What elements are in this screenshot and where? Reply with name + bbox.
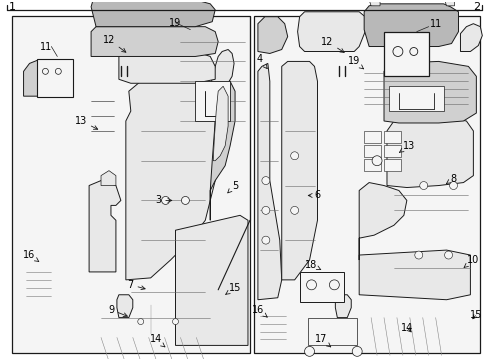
Text: 19: 19 [347,57,363,69]
Text: 1: 1 [9,2,16,12]
Bar [38,59,73,97]
Polygon shape [89,181,121,272]
Text: 2: 2 [472,2,479,12]
Text: 15: 15 [225,283,241,294]
Circle shape [371,156,381,166]
Text: 3: 3 [155,195,171,206]
Text: 13: 13 [75,116,98,129]
Text: 11: 11 [40,41,52,51]
Polygon shape [383,62,475,123]
Bar [195,81,230,121]
Polygon shape [364,4,458,46]
Bar [307,318,356,345]
Bar [299,272,344,302]
Circle shape [262,206,269,214]
Bar [364,145,380,157]
Bar [364,131,380,143]
Circle shape [304,346,314,356]
Circle shape [290,206,298,214]
Text: 16: 16 [23,250,39,261]
Text: 14: 14 [400,323,412,333]
Polygon shape [257,63,281,300]
Polygon shape [444,0,453,6]
Circle shape [414,251,422,259]
Circle shape [290,152,298,160]
Text: 18: 18 [305,260,320,270]
Text: 7: 7 [127,280,145,290]
Text: 19: 19 [169,18,181,28]
Circle shape [262,236,269,244]
Circle shape [172,319,178,325]
Text: 9: 9 [108,305,127,316]
Polygon shape [117,295,133,318]
Circle shape [262,177,269,185]
Polygon shape [101,171,116,185]
Polygon shape [460,24,481,51]
Bar [253,16,479,354]
Polygon shape [335,295,350,318]
Polygon shape [359,183,406,260]
Circle shape [161,197,169,204]
Bar [364,159,380,171]
Bar [383,145,400,157]
Polygon shape [125,81,215,280]
Bar [388,86,443,111]
Circle shape [392,46,402,57]
Text: 12: 12 [102,35,125,52]
Text: 8: 8 [446,174,456,184]
Bar [383,159,400,171]
Circle shape [351,346,362,356]
Polygon shape [175,215,247,345]
Text: 4: 4 [256,54,267,69]
Bar [383,131,400,143]
Polygon shape [281,62,317,280]
Circle shape [409,48,417,55]
Text: 12: 12 [321,37,344,53]
Polygon shape [386,116,472,188]
Circle shape [55,68,61,74]
Text: 14: 14 [149,334,164,347]
Polygon shape [23,59,53,96]
Polygon shape [119,51,215,83]
Polygon shape [297,12,365,51]
Circle shape [329,280,339,290]
Polygon shape [359,250,469,300]
Circle shape [138,319,143,325]
Bar [12,16,249,354]
Text: 5: 5 [227,180,238,193]
Circle shape [181,197,189,204]
Text: 11: 11 [428,19,441,29]
Polygon shape [210,76,235,220]
Polygon shape [91,27,218,57]
Text: 10: 10 [463,255,479,267]
Polygon shape [368,0,379,6]
Text: 6: 6 [307,190,320,201]
Circle shape [444,251,451,259]
Text: 15: 15 [469,310,482,320]
Text: 13: 13 [399,141,414,152]
Text: 16: 16 [251,305,266,317]
Bar [383,32,428,76]
Polygon shape [210,50,234,91]
Text: 17: 17 [315,334,330,347]
Circle shape [306,280,316,290]
Circle shape [42,68,48,74]
Polygon shape [257,17,287,54]
Circle shape [448,181,457,189]
Circle shape [419,181,427,189]
Polygon shape [91,0,215,27]
Polygon shape [213,86,227,161]
